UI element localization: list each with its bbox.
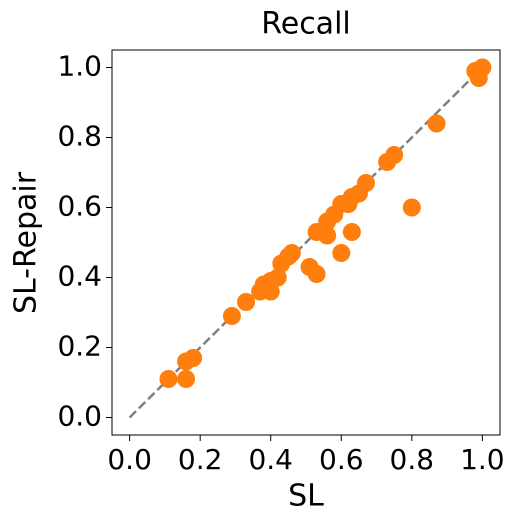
point: [282, 244, 301, 262]
y-tick-label: 0.8: [57, 120, 102, 153]
x-tick-label: 0.2: [178, 443, 223, 476]
point: [184, 349, 203, 367]
point: [332, 244, 351, 262]
x-tick-label: 0.4: [248, 443, 293, 476]
point: [307, 265, 326, 283]
point: [159, 370, 178, 388]
point: [318, 226, 337, 245]
x-tick-label: 0.0: [107, 443, 152, 476]
point: [402, 198, 421, 217]
x-tick-label: 0.8: [390, 443, 435, 476]
x-tick-label: 0.6: [319, 443, 364, 476]
x-axis-label: SL: [288, 479, 324, 514]
point: [222, 307, 241, 325]
y-tick-label: 0.4: [57, 260, 102, 293]
point: [473, 58, 492, 77]
y-tick-label: 1.0: [57, 50, 102, 83]
point: [427, 114, 446, 133]
plot-frame: [111, 49, 501, 436]
point: [268, 268, 287, 287]
point: [356, 174, 375, 192]
y-tick-label: 0.2: [57, 330, 102, 363]
point: [237, 293, 256, 311]
point: [177, 370, 196, 388]
y-tick-label: 0.0: [57, 400, 102, 433]
x-tick-label: 1.0: [460, 443, 505, 476]
point: [342, 223, 361, 241]
point: [261, 282, 280, 301]
y-tick-label: 0.6: [57, 190, 102, 223]
point: [385, 146, 404, 164]
y-axis-label: SL-Repair: [9, 171, 44, 314]
chart-title: Recall: [261, 7, 351, 42]
